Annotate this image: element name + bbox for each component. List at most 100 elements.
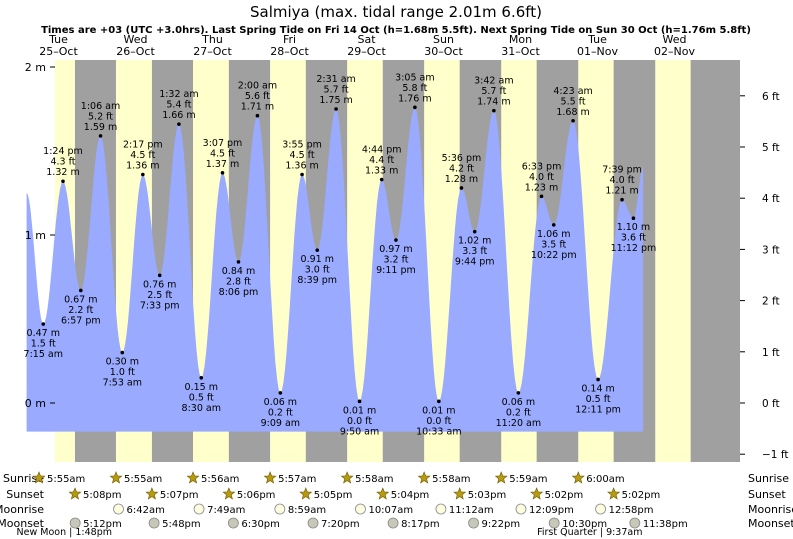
moonset-icon bbox=[548, 517, 560, 529]
y-tick-label-right: 6 ft bbox=[762, 91, 780, 103]
sunrise-time: 5:58am bbox=[355, 474, 393, 485]
tide-label: 5.4 ft bbox=[166, 100, 191, 111]
chart-title: Salmiya (max. tidal range 2.01m 6.6ft) bbox=[250, 3, 542, 21]
y-tick-label-right: 0 ft bbox=[762, 398, 780, 410]
tide-label: 4.2 ft bbox=[449, 163, 474, 174]
tide-label: 3:05 am bbox=[395, 72, 434, 83]
tide-label: 0.01 m bbox=[422, 405, 455, 416]
moonrise-time: 12:58pm bbox=[609, 505, 654, 516]
tide-label: 0.47 m bbox=[27, 328, 60, 339]
tide-label: 0.30 m bbox=[106, 357, 139, 368]
day-date: 28–Oct bbox=[270, 45, 309, 58]
y-tick-label-right: 1 ft bbox=[762, 347, 780, 359]
tide-label: 2:17 pm bbox=[123, 140, 163, 151]
tide-label: 0.84 m bbox=[222, 266, 255, 277]
day-date: 29–Oct bbox=[347, 45, 386, 58]
tide-point bbox=[141, 172, 145, 177]
day-headers: Tue25–OctWed26–OctThu27–OctFri28–OctSat2… bbox=[39, 33, 695, 58]
tide-label: 4.5 ft bbox=[210, 148, 235, 159]
tide-label: 0.15 m bbox=[185, 382, 218, 393]
moonrise-icon bbox=[355, 503, 366, 515]
tide-labels: 0.47 m1.5 ft7:15 am 1:24 pm4.3 ft1.32 m 0.… bbox=[24, 72, 657, 437]
moonset-time: 5:48pm bbox=[162, 519, 201, 530]
row-label-left: Sunrise bbox=[3, 472, 44, 485]
row-label-right: Sunrise bbox=[748, 472, 789, 485]
tide-point bbox=[300, 172, 304, 177]
row-label-left: Moonset bbox=[0, 517, 45, 530]
moonrise-icon bbox=[515, 503, 527, 515]
day-of-week: Mon bbox=[509, 33, 532, 46]
tide-point bbox=[472, 229, 477, 234]
moonset-icon bbox=[307, 517, 319, 529]
tide-point bbox=[61, 179, 65, 184]
sunrise-time: 6:00am bbox=[586, 474, 624, 485]
sunset-time: 5:03pm bbox=[468, 490, 507, 501]
tide-point bbox=[516, 391, 521, 395]
row-label-left: Moonrise bbox=[0, 503, 44, 516]
tide-label: 5.7 ft bbox=[324, 85, 349, 96]
day-date: 31–Oct bbox=[501, 45, 540, 58]
tide-label: 0.5 ft bbox=[586, 394, 611, 405]
moonrise-time: 10:07am bbox=[368, 505, 413, 516]
tide-label: 5:36 pm bbox=[442, 153, 482, 164]
tide-point bbox=[394, 238, 398, 242]
tide-label: 3.6 ft bbox=[621, 233, 646, 244]
tide-label: 0.91 m bbox=[301, 254, 334, 265]
tide-label: 1.71 m bbox=[241, 102, 274, 113]
moonset-time: 6:30pm bbox=[241, 519, 280, 530]
tide-point bbox=[315, 248, 320, 252]
tide-label: 4.3 ft bbox=[50, 157, 75, 168]
moonrise-time: 12:09pm bbox=[529, 505, 574, 516]
moonset-time: 11:38pm bbox=[643, 519, 688, 530]
sunrise-time: 5:56am bbox=[201, 474, 239, 485]
y-tick-label-right: −1 ft bbox=[762, 449, 788, 461]
tide-point bbox=[199, 376, 204, 380]
tide-label: 2:00 am bbox=[238, 81, 277, 92]
tide-label: 6:57 pm bbox=[61, 315, 101, 326]
tide-label: 1.36 m bbox=[285, 161, 318, 172]
sunset-time: 5:06pm bbox=[237, 490, 276, 501]
tide-label: 0.01 m bbox=[343, 405, 376, 416]
tide-label: 12:11 pm bbox=[575, 404, 621, 415]
tide-label: 5.2 ft bbox=[88, 111, 113, 122]
tide-point bbox=[220, 171, 225, 175]
day-date: 30–Oct bbox=[424, 45, 463, 58]
tide-point bbox=[278, 391, 283, 395]
tide-label: 1.33 m bbox=[365, 166, 398, 177]
tide-label: 4.0 ft bbox=[529, 172, 554, 183]
tide-point bbox=[437, 399, 441, 404]
tide-point bbox=[177, 122, 181, 126]
tide-label: 0.5 ft bbox=[189, 392, 214, 403]
tide-label: 1.36 m bbox=[126, 161, 159, 172]
tide-point bbox=[379, 177, 384, 182]
tide-label: 1.59 m bbox=[84, 122, 117, 133]
tide-label: 2.8 ft bbox=[226, 276, 251, 287]
day-date: 01–Nov bbox=[577, 45, 618, 58]
sunset-time: 5:02pm bbox=[545, 490, 584, 501]
day-date: 02–Nov bbox=[654, 45, 695, 58]
tide-area bbox=[26, 107, 644, 432]
day-of-week: Fri bbox=[283, 33, 296, 46]
tide-label: 1.23 m bbox=[525, 182, 558, 193]
tide-label: 2:31 am bbox=[316, 74, 355, 85]
moonrise-icon bbox=[113, 503, 124, 515]
sunset-icon bbox=[376, 487, 390, 500]
tide-label: 1.28 m bbox=[445, 174, 478, 185]
sunrise-icon bbox=[263, 471, 277, 484]
tide-label: 0.76 m bbox=[143, 279, 176, 290]
tide-label: 0.0 ft bbox=[347, 416, 372, 427]
sunrise-time: 5:58am bbox=[432, 474, 470, 485]
sunset-icon bbox=[530, 487, 544, 500]
sunset-time: 5:08pm bbox=[83, 490, 122, 501]
tide-label: 9:50 am bbox=[340, 426, 379, 437]
sunrise-time: 5:59am bbox=[509, 474, 547, 485]
tide-label: 0.06 m bbox=[264, 397, 297, 408]
tide-point bbox=[571, 118, 575, 123]
tide-label: 8:06 pm bbox=[219, 287, 259, 298]
tide-point bbox=[492, 108, 496, 113]
sunrise-icon bbox=[186, 471, 200, 484]
moonset-icon bbox=[387, 517, 399, 529]
tide-label: 5.8 ft bbox=[402, 83, 427, 94]
tide-label: 4.4 ft bbox=[369, 155, 394, 166]
moonset-time: 8:17pm bbox=[401, 519, 440, 530]
